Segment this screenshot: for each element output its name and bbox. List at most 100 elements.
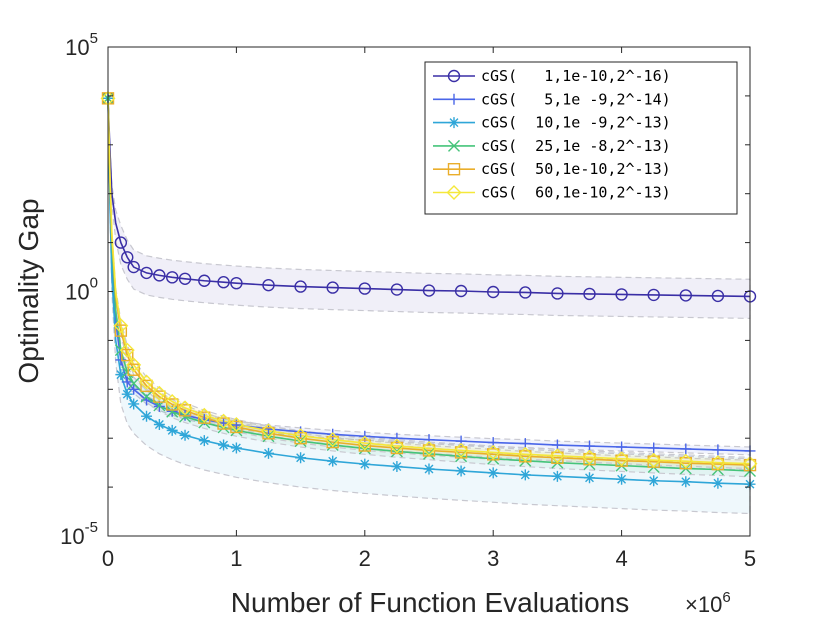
marker-square [230, 420, 243, 434]
marker-square [447, 162, 461, 176]
legend-label: cGS( 1,1e-10,2^-16) [481, 67, 671, 85]
marker-plus [712, 444, 724, 456]
marker-x [448, 139, 460, 152]
marker-circle [647, 288, 660, 302]
marker-star [115, 369, 127, 381]
y-axis-label: Optimality Gap [13, 198, 44, 383]
x-tick-label: 4 [615, 546, 627, 571]
x-multiplier-exponent: 6 [722, 589, 730, 606]
marker-circle [127, 260, 140, 274]
y-tick-label: 105 [65, 30, 98, 60]
marker-circle [121, 251, 134, 264]
y-tick-label: 10-5 [60, 519, 98, 549]
marker-circle [165, 271, 179, 284]
marker-diamond [196, 407, 212, 423]
marker-plus [648, 442, 660, 454]
marker-star [584, 472, 595, 484]
marker-circle [326, 281, 339, 294]
marker-diamond [261, 423, 276, 439]
y-tick-exponent: 0 [90, 275, 98, 292]
marker-star [551, 470, 563, 482]
marker-x [127, 377, 140, 390]
marker-diamond [177, 400, 193, 416]
marker-star [448, 117, 460, 129]
marker-star [230, 442, 242, 454]
marker-star [166, 424, 178, 436]
marker-circle [390, 283, 404, 296]
marker-diamond [614, 451, 630, 467]
y-tick-base: 10 [65, 35, 89, 60]
marker-star [616, 473, 628, 485]
marker-star [263, 447, 274, 459]
marker-x [423, 447, 435, 460]
marker-circle [140, 266, 153, 280]
x-tick-label: 1 [230, 546, 242, 571]
marker-square [114, 324, 128, 337]
marker-circle [153, 269, 166, 282]
marker-star [455, 465, 467, 477]
marker-diamond [453, 442, 469, 458]
marker-star [128, 398, 140, 410]
marker-star [153, 419, 165, 431]
x-tick-label: 3 [487, 546, 499, 571]
marker-circle [262, 278, 275, 292]
marker-diamond [357, 435, 373, 451]
legend: cGS( 1,1e-10,2^-16) cGS( 5,1e -9,2^-14) cG… [424, 61, 738, 215]
marker-square [121, 348, 134, 362]
marker-diamond [421, 440, 437, 456]
legend-label: cGS( 10,1e -9,2^-13) [481, 114, 671, 132]
marker-plus [584, 440, 595, 452]
marker-star [391, 461, 403, 473]
marker-diamond [678, 453, 694, 469]
marker-square [165, 398, 179, 411]
marker-diamond [646, 452, 662, 468]
marker-circle [358, 282, 371, 295]
x-multiplier-base: ×10 [685, 592, 722, 617]
marker-star [295, 452, 307, 464]
marker-square [262, 427, 275, 440]
marker-circle [679, 289, 692, 302]
marker-circle [422, 284, 436, 297]
marker-diamond [126, 357, 142, 373]
marker-diamond [446, 185, 462, 200]
marker-star [218, 439, 230, 451]
marker-x [262, 430, 275, 443]
marker-square [294, 432, 307, 445]
legend-label: cGS( 25,1e -8,2^-13) [481, 137, 671, 155]
marker-diamond [216, 413, 232, 429]
marker-diamond [485, 444, 501, 460]
marker-diamond [139, 374, 155, 390]
marker-diamond [113, 318, 129, 334]
marker-square [326, 435, 339, 449]
marker-diamond [582, 449, 597, 465]
marker-circle [230, 276, 243, 290]
marker-x [179, 410, 192, 423]
x-tick-label: 5 [744, 546, 756, 571]
marker-x [294, 435, 307, 448]
marker-circle [454, 284, 468, 298]
marker-square [140, 379, 153, 393]
marker-diamond [228, 417, 244, 432]
legend-label: cGS( 50,1e-10,2^-13) [481, 160, 671, 178]
marker-star [327, 455, 339, 467]
x-axis-ticks: 0 1 2 3 4 5 [102, 47, 756, 571]
marker-plus [327, 428, 339, 440]
legend-label: cGS( 5,1e -9,2^-14) [481, 90, 671, 108]
marker-diamond [164, 394, 180, 410]
marker-diamond [517, 446, 533, 462]
y-tick-label: 100 [65, 275, 98, 305]
marker-x [358, 442, 371, 455]
marker-star [359, 458, 371, 470]
marker-x [140, 390, 153, 403]
marker-x [326, 439, 339, 452]
marker-diamond [151, 385, 167, 401]
legend-box [424, 61, 738, 215]
marker-circle [114, 236, 128, 249]
marker-star [179, 429, 191, 441]
marker-circle [615, 288, 628, 301]
x-tick-label: 0 [102, 546, 114, 571]
marker-square [178, 404, 192, 417]
marker-circle [217, 276, 230, 289]
